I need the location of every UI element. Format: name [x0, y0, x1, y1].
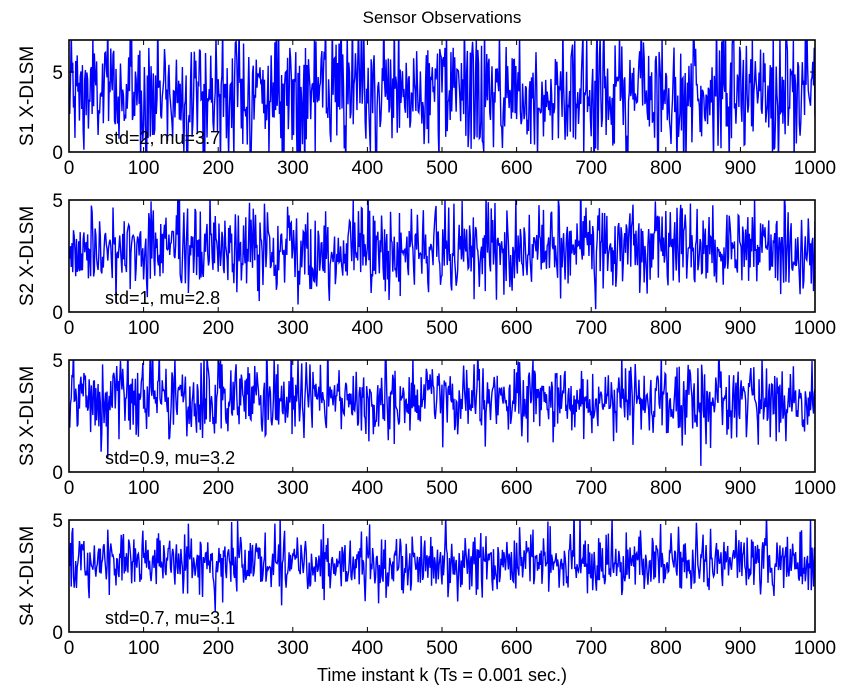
x-tick-label: 300 [277, 158, 309, 179]
x-tick-label: 0 [64, 158, 75, 179]
x-tick-label: 400 [352, 478, 384, 499]
subplot-1: 0 100 200 300 400 500 600 700 800 900 1000 0 5 S1 X-D… [17, 8, 836, 179]
x-tick-label: 100 [128, 318, 160, 339]
y-axis-label: S1 X-DLSM [17, 46, 38, 146]
x-tick-label: 900 [725, 478, 757, 499]
x-tick-label: 300 [277, 318, 309, 339]
x-tick-label: 400 [352, 318, 384, 339]
y-axis-label: S2 X-DLSM [17, 206, 38, 306]
x-tick-label: 500 [426, 478, 458, 499]
series-line-3 [69, 360, 815, 466]
x-tick-label: 900 [725, 638, 757, 659]
x-tick-label: 1000 [794, 318, 836, 339]
x-tick-label: 0 [64, 638, 75, 659]
x-tick-label: 100 [128, 638, 160, 659]
x-tick-label: 200 [202, 158, 234, 179]
x-tick-label: 1000 [794, 478, 836, 499]
x-tick-label: 700 [575, 638, 607, 659]
x-tick-label: 0 [64, 478, 75, 499]
x-tick-label: 500 [426, 638, 458, 659]
x-tick-label: 200 [202, 478, 234, 499]
x-tick-label: 400 [352, 638, 384, 659]
y-axis-label: S4 X-DLSM [17, 526, 38, 626]
x-tick-label: 600 [501, 158, 533, 179]
x-tick-label: 800 [650, 158, 682, 179]
x-tick-label: 700 [575, 478, 607, 499]
y-tick-label: 5 [52, 351, 63, 372]
y-axis-label: S3 X-DLSM [17, 366, 38, 466]
x-tick-label: 500 [426, 318, 458, 339]
series-line-4 [69, 520, 815, 612]
x-tick-label: 200 [202, 638, 234, 659]
y-tick-label: 0 [52, 623, 63, 644]
x-tick-label: 1000 [794, 158, 836, 179]
subplot-3: 0 100 200 300 400 500 600 700 800 900 1000 0 5 S3 X-D… [17, 351, 836, 499]
series-line-2 [69, 200, 815, 310]
stats-annotation: std=0.7, mu=3.1 [105, 608, 235, 628]
x-tick-label: 100 [128, 158, 160, 179]
x-tick-label: 800 [650, 638, 682, 659]
stats-annotation: std=1, mu=2.8 [105, 288, 220, 308]
y-tick-label: 5 [52, 63, 63, 84]
chart-title: Sensor Observations [363, 8, 522, 27]
x-tick-label: 300 [277, 478, 309, 499]
x-axis-label: Time instant k (Ts = 0.001 sec.) [317, 665, 567, 685]
x-tick-label: 600 [501, 638, 533, 659]
x-tick-label: 200 [202, 318, 234, 339]
subplot-4: 0 100 200 300 400 500 600 700 800 900 1000 0 5 S4 X-D… [17, 511, 836, 685]
x-tick-label: 600 [501, 318, 533, 339]
x-tick-label: 500 [426, 158, 458, 179]
x-tick-label: 800 [650, 318, 682, 339]
x-tick-label: 700 [575, 158, 607, 179]
y-tick-label: 0 [52, 303, 63, 324]
x-tick-label: 400 [352, 158, 384, 179]
x-tick-label: 900 [725, 158, 757, 179]
x-tick-label: 800 [650, 478, 682, 499]
y-tick-label: 0 [52, 463, 63, 484]
subplot-2: 0 100 200 300 400 500 600 700 800 900 1000 0 5 S2 X-D… [17, 191, 836, 339]
y-tick-label: 5 [52, 511, 63, 532]
y-tick-label: 0 [52, 143, 63, 164]
x-tick-label: 0 [64, 318, 75, 339]
series-line-1 [69, 40, 815, 152]
x-tick-label: 300 [277, 638, 309, 659]
x-tick-label: 1000 [794, 638, 836, 659]
y-tick-label: 5 [52, 191, 63, 212]
stats-annotation: std=0.9, mu=3.2 [105, 448, 235, 468]
stats-annotation: std=2, mu=3.7 [105, 128, 220, 148]
x-tick-label: 100 [128, 478, 160, 499]
x-tick-label: 900 [725, 318, 757, 339]
x-tick-label: 700 [575, 318, 607, 339]
x-tick-label: 600 [501, 478, 533, 499]
